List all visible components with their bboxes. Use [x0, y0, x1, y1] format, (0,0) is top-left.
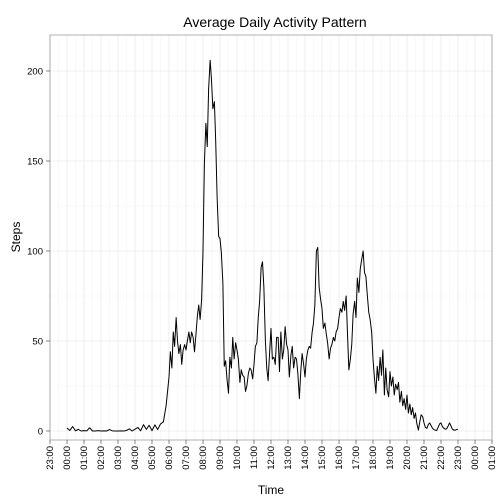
y-axis-label: Steps — [9, 222, 23, 253]
x-tick-label: 22:00 — [436, 446, 447, 470]
y-tick-label: 200 — [27, 67, 43, 78]
x-axis: 23:00 00:00 01:00 02:00 03:00 04:00 05:00 06:00… — [45, 440, 498, 470]
x-tick-label: 10:00 — [232, 446, 243, 470]
y-tick-label: 0 — [38, 427, 43, 438]
x-tick-label: 05:00 — [147, 446, 158, 470]
x-tick-label: 04:00 — [130, 446, 141, 470]
x-tick-label: 14:00 — [300, 446, 311, 470]
x-tick-label: 09:00 — [215, 446, 226, 470]
x-tick-label: 15:00 — [317, 446, 328, 470]
x-tick-label: 23:00 — [453, 446, 464, 470]
y-tick-label: 50 — [32, 337, 43, 348]
x-tick-label: 18:00 — [368, 446, 379, 470]
x-tick-label: 00:00 — [62, 446, 73, 470]
y-tick-label: 100 — [27, 247, 43, 258]
series-group — [66, 59, 459, 432]
y-axis: 0 50 100 150 200 — [27, 67, 50, 438]
x-tick-label: 13:00 — [283, 446, 294, 470]
x-tick-label: 23:00 — [45, 446, 56, 470]
x-tick-label: 17:00 — [351, 446, 362, 470]
x-tick-label: 06:00 — [164, 446, 175, 470]
x-tick-label: 02:00 — [96, 446, 107, 470]
x-tick-label: 03:00 — [113, 446, 124, 470]
x-tick-label: 20:00 — [402, 446, 413, 470]
x-axis-label: Time — [258, 483, 285, 497]
x-tick-label: 00:00 — [470, 446, 481, 470]
series-line-0 — [66, 59, 459, 432]
chart-title: Average Daily Activity Pattern — [183, 14, 366, 30]
x-tick-label: 01:00 — [79, 446, 90, 470]
grid — [49, 35, 493, 440]
y-tick-label: 150 — [27, 157, 43, 168]
x-tick-label: 08:00 — [198, 446, 209, 470]
x-tick-label: 11:00 — [249, 446, 260, 469]
x-tick-label: 19:00 — [385, 446, 396, 470]
x-tick-label: 16:00 — [334, 446, 345, 470]
x-tick-label: 21:00 — [419, 446, 430, 470]
x-tick-label: 07:00 — [181, 446, 192, 470]
x-tick-label: 12:00 — [266, 446, 277, 470]
x-tick-label: 01:00 — [487, 446, 498, 470]
